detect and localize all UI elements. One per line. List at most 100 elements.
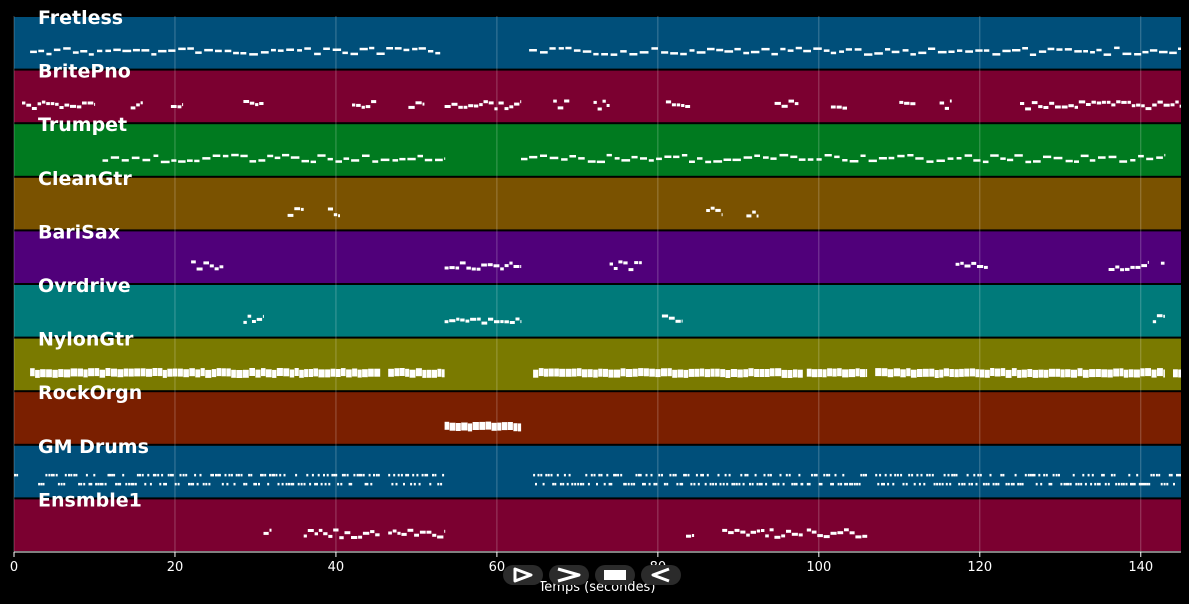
note [403,48,410,52]
note [99,482,102,486]
note [883,482,885,486]
note [887,369,894,378]
note [70,368,77,377]
note [167,368,173,377]
note [50,473,53,477]
note [465,319,470,323]
note [1064,48,1072,51]
note [1116,100,1121,104]
note [132,48,140,52]
note [1158,473,1161,477]
note [1014,154,1023,157]
note [117,369,124,378]
note [458,105,463,109]
note [35,369,40,378]
note [483,100,488,104]
x-tick-label: 60 [489,560,506,575]
note [211,369,217,378]
note [754,369,760,377]
note [896,473,899,477]
track-label: Ensmble1 [38,489,142,511]
note [984,369,990,378]
note [793,482,796,486]
note [893,368,900,377]
note [240,154,248,158]
note [149,482,152,486]
note [194,159,200,163]
note [1130,482,1132,486]
note [64,103,70,107]
note [905,482,908,486]
note-group [444,421,522,432]
note [479,421,486,430]
note [548,368,554,377]
note [724,473,727,477]
note [723,158,732,161]
note [638,473,640,477]
note [237,473,240,477]
note [412,473,415,477]
note [1152,473,1155,477]
note [596,482,598,486]
note [830,531,837,535]
note [110,156,120,159]
note [372,160,379,163]
note [1173,369,1178,378]
note [255,482,257,486]
note [449,319,456,323]
note [756,482,759,486]
track-band [14,285,1181,337]
note [639,261,642,265]
note [1152,320,1157,324]
note [917,369,923,377]
track-rockorgn [14,392,1181,444]
rewind-icon [651,567,670,583]
note [258,159,266,162]
note [680,52,687,56]
note [714,482,717,486]
track-band [14,70,1181,123]
note [717,473,720,477]
play-button[interactable] [503,565,543,585]
note [356,103,361,107]
note [317,154,326,157]
note [215,49,222,53]
note [1090,51,1095,54]
note [212,154,221,157]
note [318,369,325,378]
note-group [30,368,1181,378]
note [977,473,980,477]
note [471,267,476,271]
note [1021,369,1027,378]
note [725,370,731,378]
note [165,482,167,486]
stop-button[interactable] [595,565,635,585]
note [916,473,919,477]
note [70,104,77,108]
note [426,530,432,534]
note [134,368,141,377]
rewind-button[interactable] [641,565,681,585]
note [791,532,798,536]
note [1055,473,1058,477]
note [362,154,370,157]
note [1065,159,1073,163]
note [836,105,842,109]
x-tick-label: 0 [10,560,18,575]
fast-forward-icon [557,567,581,583]
note [780,47,786,51]
fast-forward-button[interactable] [549,565,589,585]
note [1010,482,1013,486]
note [1160,261,1165,265]
note [631,155,638,159]
note [590,473,593,477]
note [105,49,111,53]
note [55,473,58,477]
note [537,473,540,477]
note [262,314,264,318]
note [300,482,303,486]
note [929,368,935,377]
note [1156,314,1163,318]
note-group [22,99,1181,111]
